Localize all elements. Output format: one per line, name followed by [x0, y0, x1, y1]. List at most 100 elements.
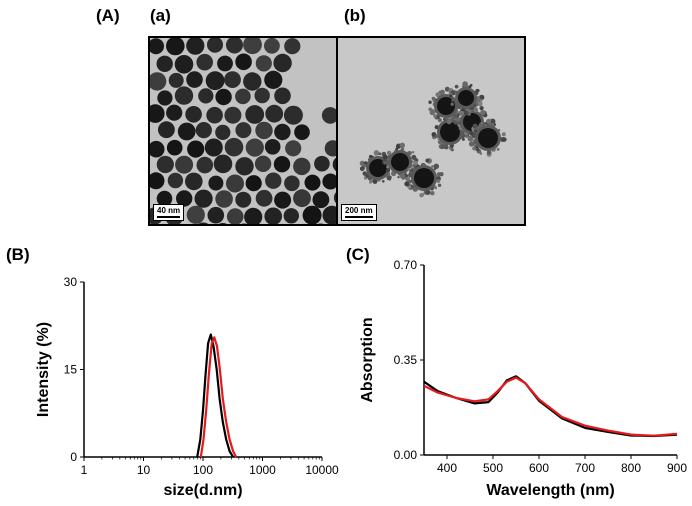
nanoparticle — [185, 172, 203, 191]
series-line-1 — [199, 336, 238, 458]
x-tick-label: 100 — [193, 463, 213, 477]
tem-a-nanoparticles — [150, 38, 336, 224]
nanoparticle — [235, 122, 252, 139]
nanoparticle — [217, 55, 233, 72]
nanoparticle — [294, 124, 310, 140]
x-axis-title: Wavelength (nm) — [486, 482, 614, 499]
nanoparticle — [198, 222, 209, 224]
cluster-core — [440, 122, 460, 142]
tem-image-b: 200 nm — [336, 36, 526, 226]
shell-particle — [477, 101, 483, 107]
shell-particle — [434, 134, 438, 138]
nanoparticle — [265, 104, 284, 123]
nanoparticle — [224, 137, 244, 157]
shell-particle — [443, 117, 447, 121]
nanoparticle — [283, 105, 303, 125]
nanoparticle — [207, 206, 225, 224]
nanoparticle — [174, 55, 194, 74]
scale-bar-a-label: 40 nm — [157, 206, 181, 215]
nanoparticle — [254, 155, 272, 172]
cluster-core — [458, 90, 474, 106]
nanoparticle — [208, 175, 224, 191]
nanoparticle — [274, 87, 291, 105]
shell-particle — [439, 144, 443, 148]
shell-particle — [433, 163, 439, 169]
nanoparticle — [186, 71, 203, 88]
nanoparticle — [205, 71, 225, 91]
shell-particle — [386, 175, 392, 181]
nanoparticle — [150, 140, 165, 158]
shell-particle — [405, 176, 410, 182]
nanoparticle — [265, 172, 282, 189]
panel-label-A: (A) — [96, 6, 120, 25]
shell-particle — [450, 102, 454, 106]
panel-label-a: (a) — [150, 6, 171, 25]
shell-particle — [404, 181, 410, 187]
nanoparticle — [273, 53, 292, 73]
shell-particle — [362, 171, 367, 176]
nanoparticle — [274, 123, 291, 141]
shell-particle — [407, 168, 411, 171]
panel-label-C: (C) — [346, 245, 370, 264]
series-line-0 — [196, 333, 235, 458]
nanoparticle — [196, 53, 213, 71]
shell-particle — [462, 81, 468, 87]
x-tick-label: 900 — [667, 461, 687, 475]
nanoparticle — [215, 124, 231, 140]
nanoparticle — [168, 72, 184, 88]
scale-bar-b-line — [345, 216, 373, 218]
shell-particle — [472, 123, 478, 129]
nanoparticle — [255, 55, 272, 72]
nanoparticle — [185, 106, 202, 123]
nanoparticle — [215, 190, 233, 208]
nanoparticle — [264, 38, 280, 54]
y-tick-label: 0.70 — [394, 258, 418, 272]
nanoparticle — [213, 154, 233, 174]
nanoparticle — [177, 122, 196, 141]
nanoparticle — [167, 172, 184, 189]
nanoparticle — [284, 38, 301, 55]
y-tick-label: 15 — [64, 363, 78, 377]
nanoparticle — [150, 172, 165, 190]
nanoparticle — [215, 88, 232, 106]
nanoparticle — [187, 140, 205, 158]
shell-particle — [434, 186, 437, 190]
shell-particle — [469, 131, 474, 136]
x-axis-title: size(d.nm) — [163, 482, 242, 499]
shell-particle — [486, 150, 491, 155]
shell-particle — [490, 118, 496, 125]
shell-particle — [468, 141, 475, 147]
x-tick-label: 600 — [529, 461, 549, 475]
shell-particle — [386, 150, 392, 156]
shell-particle — [473, 143, 477, 146]
shell-particle — [437, 118, 442, 123]
nanoparticle — [264, 70, 283, 89]
nanoparticle — [204, 138, 223, 157]
shell-particle — [407, 185, 412, 189]
nanoparticle — [317, 223, 324, 224]
shell-particle — [368, 154, 373, 159]
y-tick-label: 0 — [70, 450, 77, 464]
nanoparticle — [255, 121, 273, 140]
tem-image-a: 40 nm — [148, 36, 338, 226]
nanoparticle — [293, 189, 311, 208]
y-tick-label: 30 — [64, 275, 78, 289]
scale-bar-b-label: 200 nm — [345, 206, 373, 215]
shell-particle — [462, 133, 465, 137]
x-tick-label: 1000 — [249, 463, 276, 477]
nanoparticle — [285, 140, 302, 157]
x-tick-label: 1 — [81, 463, 88, 477]
shell-particle — [451, 99, 454, 102]
nanoparticle — [150, 72, 167, 91]
shell-particle — [383, 161, 387, 165]
nanoparticle — [166, 139, 183, 156]
nanoparticle — [274, 191, 292, 209]
shell-particle — [479, 152, 483, 155]
nanoparticle — [255, 189, 273, 207]
shell-particle — [500, 137, 506, 142]
shell-particle — [430, 191, 435, 196]
shell-particle — [435, 92, 441, 98]
shell-particle — [479, 106, 484, 111]
shell-particle — [363, 164, 367, 167]
cluster-core — [369, 159, 387, 177]
